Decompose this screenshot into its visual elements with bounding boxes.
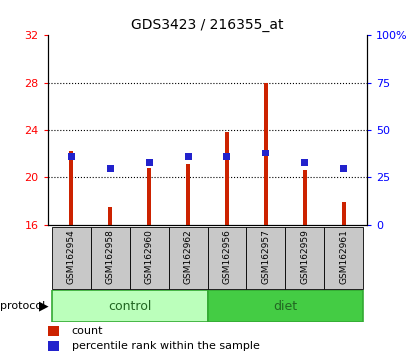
Text: GSM162960: GSM162960	[144, 229, 154, 284]
Bar	[224, 153, 230, 160]
Bar	[168, 227, 208, 289]
Text: GSM162957: GSM162957	[261, 229, 271, 284]
Bar	[146, 159, 153, 166]
Bar	[340, 165, 347, 172]
Bar	[264, 83, 268, 225]
Text: diet: diet	[273, 300, 298, 313]
Bar	[208, 227, 247, 289]
Bar	[186, 164, 190, 225]
Bar	[247, 227, 286, 289]
Bar	[108, 207, 112, 225]
Bar	[325, 227, 364, 289]
Text: GSM162961: GSM162961	[339, 229, 349, 284]
Bar	[90, 227, 129, 289]
Bar	[129, 227, 168, 289]
Bar	[48, 326, 59, 336]
Text: GSM162958: GSM162958	[105, 229, 115, 284]
Bar	[69, 152, 73, 225]
Bar	[51, 290, 208, 322]
Text: percentile rank within the sample: percentile rank within the sample	[72, 341, 259, 351]
Bar	[301, 159, 308, 166]
Title: GDS3423 / 216355_at: GDS3423 / 216355_at	[131, 18, 284, 32]
Text: control: control	[108, 300, 151, 313]
Bar	[48, 341, 59, 351]
Bar	[68, 153, 75, 160]
Text: protocol: protocol	[0, 301, 46, 311]
Text: count: count	[72, 326, 103, 336]
Bar	[147, 168, 151, 225]
Bar	[342, 202, 346, 225]
Bar	[208, 290, 364, 322]
Text: GSM162962: GSM162962	[183, 229, 193, 284]
Text: ▶: ▶	[39, 300, 48, 313]
Bar	[286, 227, 325, 289]
Bar	[185, 153, 192, 160]
Bar	[303, 170, 307, 225]
Bar	[51, 227, 90, 289]
Bar	[225, 132, 229, 225]
Text: GSM162954: GSM162954	[66, 229, 76, 284]
Text: GSM162959: GSM162959	[300, 229, 310, 284]
Text: GSM162956: GSM162956	[222, 229, 232, 284]
Bar	[262, 150, 269, 156]
Bar	[107, 165, 114, 172]
